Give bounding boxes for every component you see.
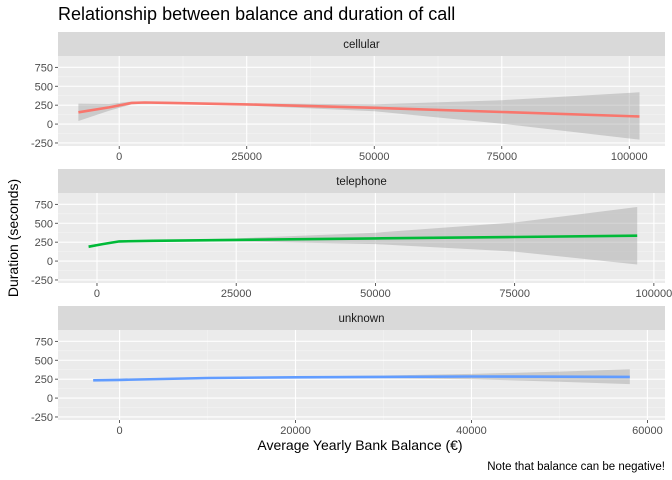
x-tick-label: 0 [117, 425, 123, 437]
strip-label: unknown [338, 313, 384, 325]
strip-label: cellular [343, 39, 380, 51]
series-line-unknown [93, 375, 630, 382]
chart-caption: Note that balance can be negative! [487, 461, 665, 473]
strip-unknown [58, 306, 665, 330]
y-tick-label: 750 [35, 336, 53, 348]
chart-title: Relationship between balance and duratio… [58, 4, 455, 24]
y-tick-label: 0 [47, 393, 53, 405]
x-axis-title: Average Yearly Bank Balance (€) [257, 437, 462, 453]
x-tick-label: 0 [94, 288, 100, 300]
y-tick-label: 250 [35, 237, 53, 249]
x-tick-label: 100000 [636, 288, 672, 300]
strip-cellular [58, 32, 665, 56]
strip-telephone [58, 169, 665, 193]
x-tick-label: 40000 [456, 425, 487, 437]
y-tick-label: 750 [35, 199, 53, 211]
x-tick-label: 50000 [359, 151, 390, 163]
panel-background [58, 330, 665, 420]
panel-telephone: telephone 0 25000 50000 75000 100000 -250 0 250 5… [31, 169, 672, 300]
x-tick-label: 0 [116, 151, 122, 163]
y-tick-label: 500 [35, 81, 53, 93]
y-axis-title: Duration (seconds) [5, 179, 21, 297]
y-tick-label: -250 [31, 138, 53, 150]
y-tick-label: 0 [47, 119, 53, 131]
series-line-cellular [78, 101, 640, 118]
x-tick-label: 60000 [632, 425, 663, 437]
x-tick-label: 100000 [611, 151, 648, 163]
series-line-telephone [88, 234, 638, 248]
x-tick-label: 75000 [499, 288, 530, 300]
x-tick-label: 25000 [221, 288, 252, 300]
x-tick-label: 20000 [280, 425, 311, 437]
y-tick-label: -250 [31, 275, 53, 287]
x-tick-label: 50000 [360, 288, 391, 300]
y-tick-label: 500 [35, 355, 53, 367]
x-tick-label: 25000 [231, 151, 262, 163]
y-tick-label: 0 [47, 256, 53, 268]
y-tick-label: -250 [31, 412, 53, 424]
x-tick-label: 75000 [486, 151, 517, 163]
panel-background [58, 56, 665, 146]
y-tick-label: 500 [35, 218, 53, 230]
y-tick-label: 250 [35, 374, 53, 386]
y-tick-label: 750 [35, 62, 53, 74]
strip-label: telephone [336, 176, 387, 188]
panel-cellular: cellular 0 25000 50000 75000 100000 -250 0 250 50… [31, 32, 665, 163]
panel-unknown: unknown 0 20000 40000 60000 -250 0 250 500 750 [31, 306, 665, 437]
confidence-band-telephone [88, 207, 638, 265]
y-tick-label: 250 [35, 100, 53, 112]
